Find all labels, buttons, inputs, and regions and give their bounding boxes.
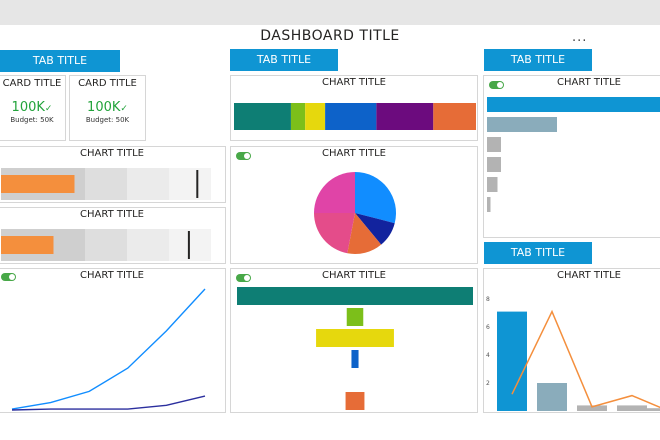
chart-title: CHART TITLE	[80, 270, 144, 281]
hbar-bar	[487, 197, 491, 212]
pie-slice	[314, 172, 355, 213]
chart-title: CHART TITLE	[322, 270, 386, 281]
line-chart[interactable]: CHART TITLE	[0, 268, 226, 413]
stacked-segment	[305, 103, 326, 130]
hbar-bar	[487, 97, 660, 112]
chart-title: CHART TITLE	[322, 148, 386, 159]
funnel-bar	[346, 308, 364, 326]
line-series	[11, 395, 206, 411]
stacked-bar-plot	[234, 103, 476, 130]
toggle-switch[interactable]	[236, 274, 251, 282]
funnel-bar	[345, 392, 365, 410]
chart-title: CHART TITLE	[557, 270, 621, 281]
kpi-budget: Budget: 50K	[85, 116, 130, 124]
pie-slice	[355, 213, 395, 245]
bullet-target-marker	[187, 231, 190, 259]
tab-right-bottom[interactable]: TAB TITLE	[484, 242, 592, 264]
toggle-switch[interactable]	[236, 152, 251, 160]
combo-bar	[617, 405, 647, 411]
chart-title: CHART TITLE	[557, 77, 621, 88]
pie-slice	[347, 213, 382, 254]
bullet-actual-bar	[1, 236, 54, 254]
kpi-card-1[interactable]: CARD TITLE 100K✓ Budget: 50K	[0, 75, 66, 141]
toggle-switch[interactable]	[489, 81, 504, 89]
chart-title: CHART TITLE	[322, 77, 386, 88]
chart-title: CHART TITLE	[80, 148, 144, 159]
check-icon: ✓	[120, 104, 128, 114]
combo-line	[511, 309, 660, 409]
bullet-chart-1-plot	[1, 168, 211, 200]
bullet-chart-2[interactable]: CHART TITLE	[0, 207, 226, 264]
stacked-segment	[290, 103, 306, 130]
bullet-chart-1[interactable]: CHART TITLE	[0, 146, 226, 203]
toggle-switch[interactable]	[1, 273, 16, 281]
kpi-budget: Budget: 50K	[10, 116, 54, 124]
y-tick-label: 6	[486, 324, 490, 331]
line-chart-plot	[11, 288, 206, 411]
bullet-band	[85, 229, 127, 261]
combo-bar	[537, 383, 567, 411]
kpi-value: 100K✓	[70, 100, 145, 115]
line-series	[11, 288, 206, 410]
bullet-actual-bar	[1, 175, 75, 193]
stacked-segment	[433, 103, 476, 130]
tab-left[interactable]: TAB TITLE	[0, 50, 120, 72]
hbar-bar	[487, 177, 498, 192]
card-title: CARD TITLE	[2, 78, 62, 89]
combo-bar	[647, 408, 660, 411]
bullet-band	[169, 229, 211, 261]
pie-slice	[355, 172, 396, 224]
bullet-band	[85, 168, 127, 200]
pie-chart[interactable]: CHART TITLE	[230, 146, 478, 264]
y-tick-label: 4	[486, 352, 490, 359]
kpi-value: 100K✓	[0, 100, 65, 115]
tab-right-top[interactable]: TAB TITLE	[484, 49, 592, 71]
funnel-chart[interactable]: CHART TITLE	[230, 268, 478, 413]
bullet-band	[169, 168, 211, 200]
y-tick-label: 8	[486, 296, 490, 303]
chart-title: CHART TITLE	[80, 209, 144, 220]
combo-chart[interactable]: CHART TITLE 8 6 4 2	[483, 268, 660, 413]
funnel-bar	[351, 350, 359, 368]
bullet-band	[127, 229, 169, 261]
hbar-bar	[487, 157, 501, 172]
check-icon: ✓	[44, 104, 53, 114]
kpi-value-text: 100K	[11, 100, 45, 115]
stacked-segment	[376, 103, 434, 130]
combo-bar	[577, 405, 607, 411]
hbar-bar	[487, 137, 501, 152]
horizontal-bar-plot	[487, 97, 660, 212]
hbar-bar	[487, 117, 557, 132]
bullet-target-marker	[196, 170, 199, 198]
tab-middle[interactable]: TAB TITLE	[230, 49, 338, 71]
funnel-bar	[316, 329, 394, 347]
funnel-chart-plot	[237, 287, 473, 410]
combo-bar	[497, 311, 527, 411]
card-title: CARD TITLE	[78, 78, 137, 89]
more-options-button[interactable]: ...	[572, 30, 588, 45]
combo-chart-plot: 8 6 4 2	[486, 296, 660, 411]
funnel-bar	[237, 287, 473, 305]
bullet-chart-2-plot	[1, 229, 211, 261]
pie-slice	[314, 213, 355, 254]
stacked-bar-chart[interactable]: CHART TITLE	[230, 75, 478, 141]
pie-chart-plot	[314, 172, 396, 254]
stacked-segment	[325, 103, 377, 130]
kpi-card-2[interactable]: CARD TITLE 100K✓ Budget: 50K	[69, 75, 146, 141]
horizontal-bar-chart[interactable]: CHART TITLE	[483, 75, 660, 238]
stacked-segment	[234, 103, 291, 130]
bullet-band	[127, 168, 169, 200]
kpi-value-text: 100K	[87, 100, 121, 115]
dashboard-title: DASHBOARD TITLE	[260, 28, 400, 44]
y-tick-label: 2	[486, 380, 490, 387]
